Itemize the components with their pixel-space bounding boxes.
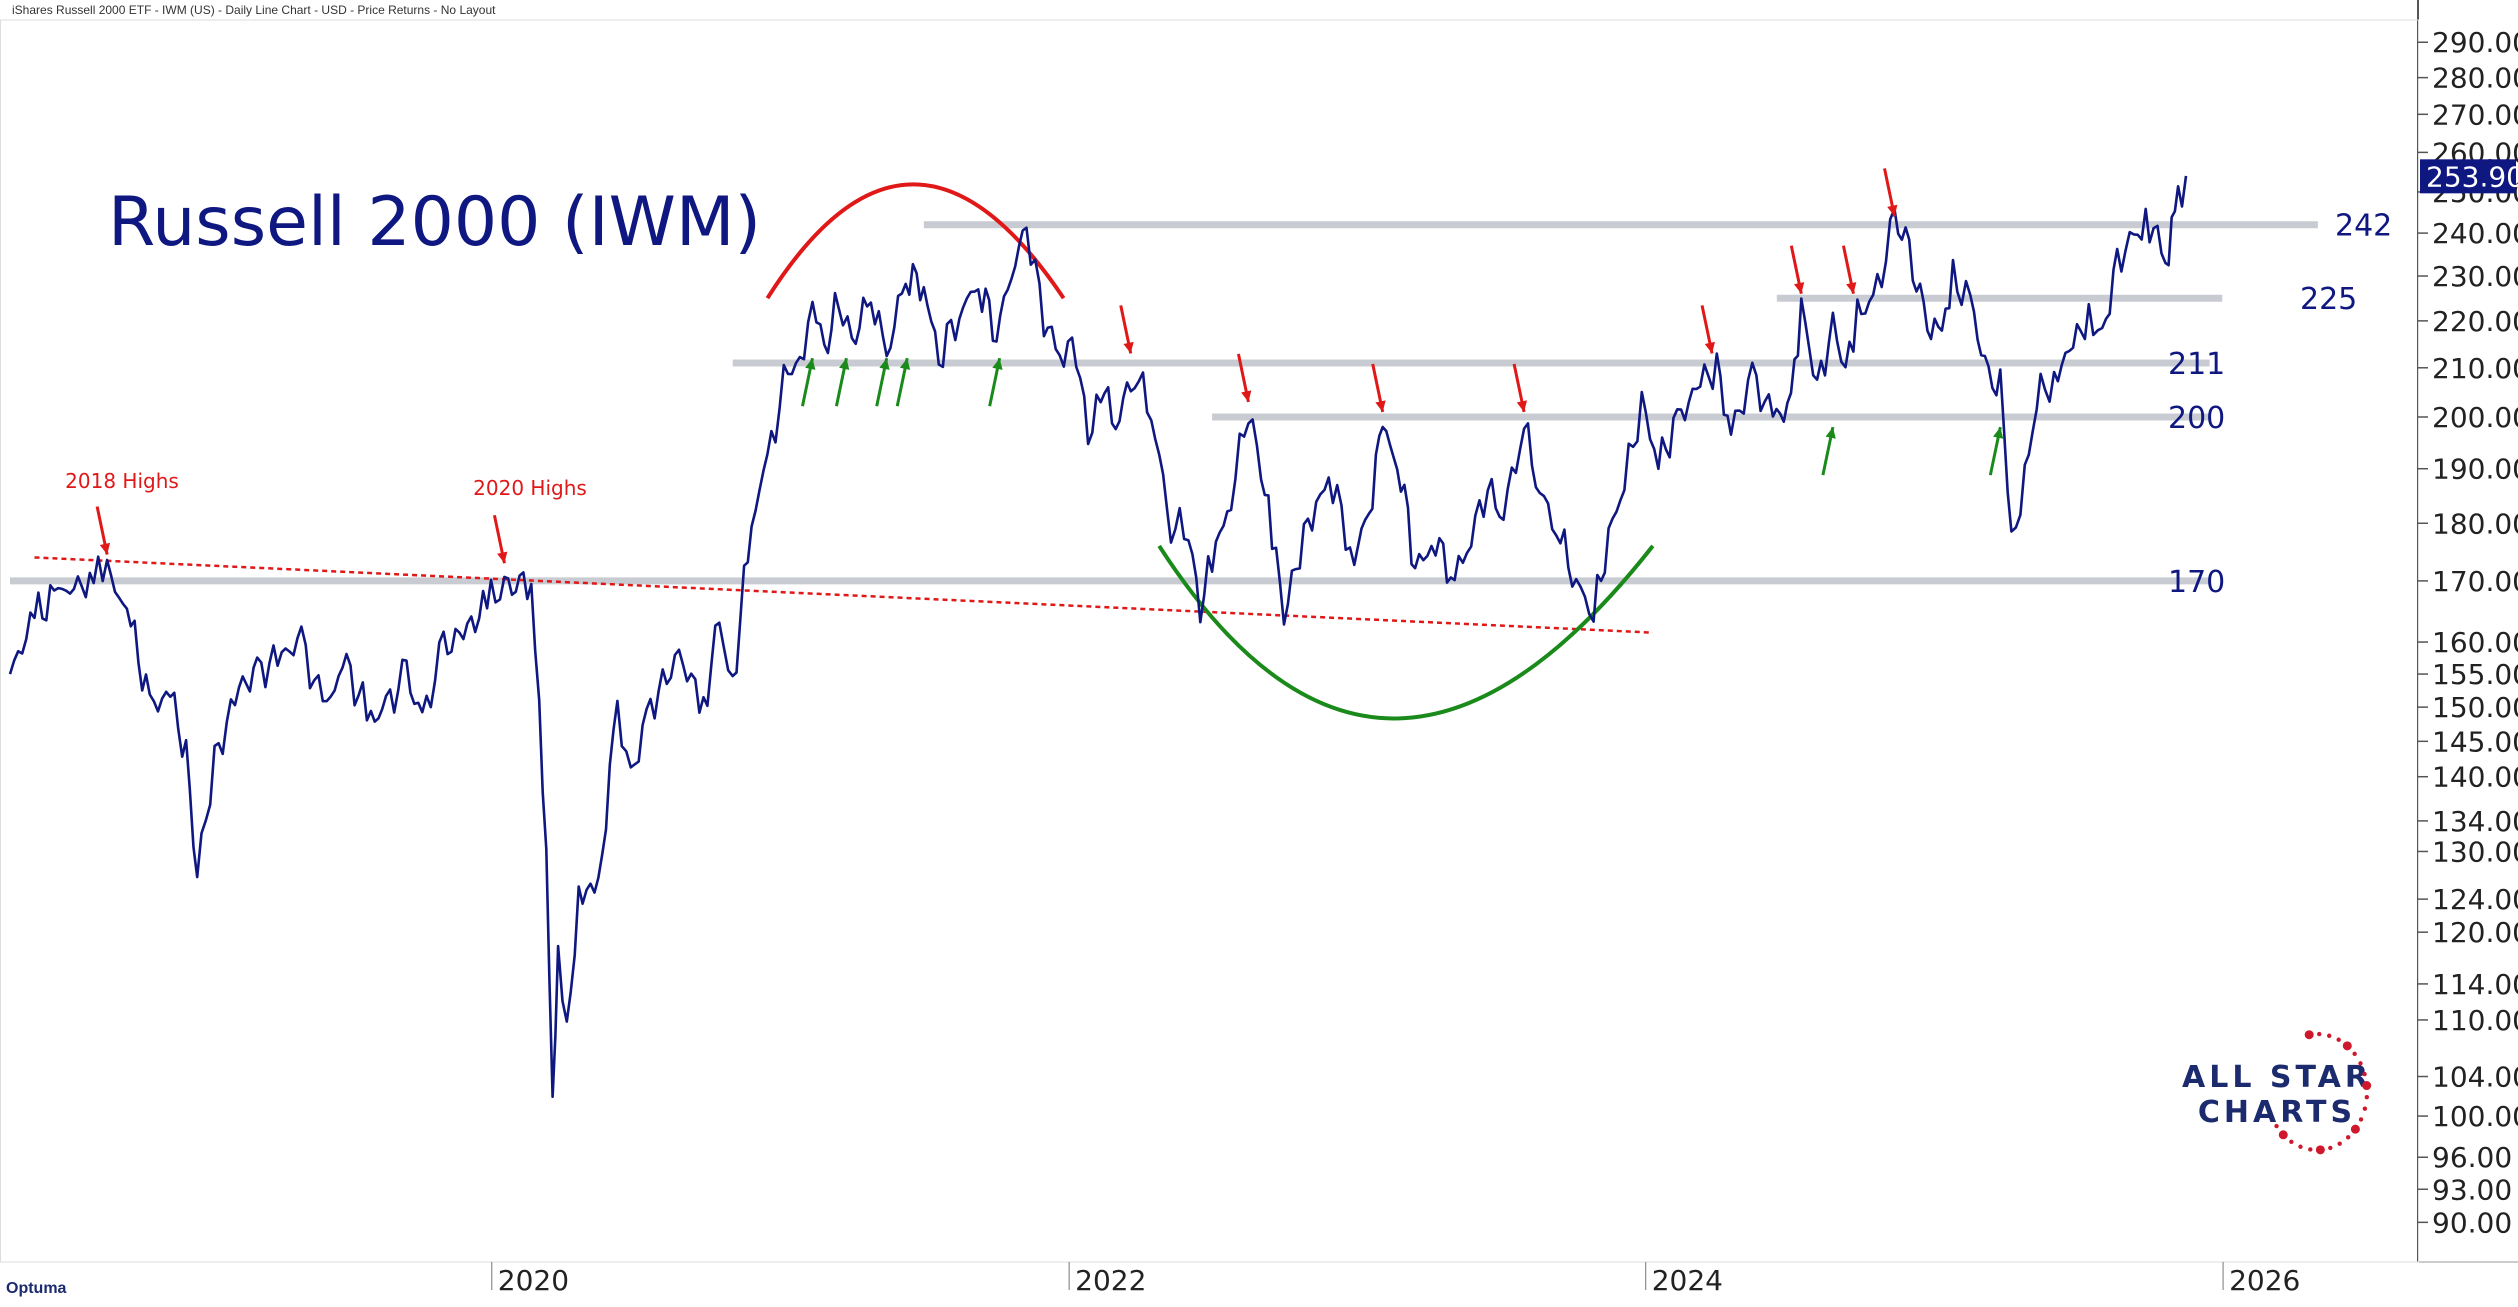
- y-tick-label: 93.00: [2432, 1173, 2512, 1206]
- y-tick-label: 134.00: [2432, 805, 2518, 838]
- x-tick-label: 2022: [1075, 1264, 1146, 1297]
- logo-star: [2328, 1145, 2333, 1151]
- green-arrow-head: [839, 358, 850, 370]
- logo-star: [2362, 1081, 2372, 1091]
- red-arrow-head: [1123, 341, 1134, 354]
- red-arrow-head: [1516, 400, 1527, 412]
- red-arrow-head: [99, 542, 111, 555]
- logo-star: [2345, 1135, 2351, 1140]
- y-tick-label: 280.00: [2432, 62, 2518, 95]
- annotation-2018-highs: 2018 Highs: [65, 469, 179, 493]
- logo-star: [2308, 1147, 2313, 1152]
- logo-star: [2289, 1139, 2294, 1144]
- svg-text:ALL STAR: ALL STAR: [2182, 1060, 2372, 1095]
- y-tick-label: 90.00: [2432, 1206, 2512, 1239]
- x-tick-label: 2024: [1652, 1264, 1723, 1297]
- red-arrow-head: [1704, 341, 1715, 354]
- green-arrow-head: [1825, 427, 1836, 439]
- base-arc: [1157, 544, 1655, 721]
- logo-star: [2362, 1071, 2367, 1077]
- y-tick-label: 124.00: [2432, 883, 2518, 916]
- chart-title: Russell 2000 (IWM): [108, 183, 761, 262]
- red-arrow-head: [1375, 400, 1386, 412]
- logo-star: [2358, 1061, 2363, 1066]
- red-arrow-head: [1846, 282, 1857, 294]
- green-arrow-head: [899, 358, 911, 370]
- y-tick-label: 200.00: [2432, 401, 2518, 434]
- price-series-line: [8, 175, 2188, 1099]
- logo-star: [2317, 1031, 2322, 1037]
- level-label-211: 211: [2168, 347, 2225, 382]
- green-arrow-head: [879, 358, 890, 370]
- y-tick-label: 210.00: [2432, 352, 2518, 385]
- falling-trendline: [34, 556, 1653, 634]
- svg-text:CHARTS: CHARTS: [2198, 1095, 2356, 1130]
- x-tick-label: 2020: [498, 1264, 569, 1297]
- y-tick-label: 160.00: [2432, 626, 2518, 659]
- last-price-badge: [2420, 159, 2516, 194]
- logo-star: [2315, 1145, 2325, 1155]
- level-label-170: 170: [2168, 565, 2225, 600]
- y-tick-label: 220.00: [2432, 305, 2518, 338]
- red-arrow-head: [1793, 282, 1805, 294]
- plot-frame: [0, 19, 2419, 1263]
- logo-star: [2352, 1051, 2357, 1057]
- y-tick-label: 155.00: [2432, 658, 2518, 691]
- red-arrow-head: [1887, 204, 1898, 217]
- y-tick-label: 180.00: [2432, 507, 2518, 540]
- all-star-charts-logo: ALL STAR CHARTS: [2182, 1030, 2372, 1155]
- y-tick-label: 100.00: [2432, 1100, 2518, 1133]
- y-tick-label: 270.00: [2432, 98, 2518, 131]
- optuma-brand: Optuma: [6, 1280, 67, 1297]
- level-label-200: 200: [2168, 401, 2225, 436]
- topping-arc: [765, 182, 1066, 300]
- y-tick-label: 190.00: [2432, 453, 2518, 486]
- y-tick-label: 150.00: [2432, 691, 2518, 724]
- last-price-label: 253.90: [2426, 160, 2518, 193]
- green-arrow-head: [805, 358, 816, 370]
- logo-star: [2304, 1030, 2314, 1040]
- y-tick-label: 170.00: [2432, 565, 2518, 598]
- annotation-2020-highs: 2020 Highs: [473, 476, 587, 500]
- y-tick-label: 140.00: [2432, 761, 2518, 794]
- y-tick-label: 130.00: [2432, 835, 2518, 868]
- green-arrow-head: [992, 358, 1003, 370]
- logo-star: [2337, 1141, 2342, 1146]
- y-tick-label: 120.00: [2432, 916, 2518, 949]
- logo-star: [2278, 1130, 2288, 1140]
- logo-star: [2336, 1037, 2341, 1042]
- logo-star: [2274, 1123, 2279, 1129]
- logo-star: [2342, 1041, 2352, 1051]
- red-arrow-head: [1241, 390, 1252, 402]
- logo-star: [2362, 1106, 2368, 1111]
- green-arrow-head: [1993, 427, 2004, 439]
- logo-star: [2358, 1117, 2364, 1122]
- y-tick-label: 96.00: [2432, 1141, 2512, 1174]
- level-label-242: 242: [2335, 209, 2392, 244]
- y-tick-label: 230.00: [2432, 260, 2518, 293]
- y-tick-label: 114.00: [2432, 968, 2518, 1001]
- logo-star: [2350, 1124, 2360, 1134]
- logo-star: [2364, 1094, 2369, 1100]
- logo-star: [2298, 1144, 2303, 1149]
- red-arrow-head: [497, 551, 508, 564]
- logo-star: [2327, 1033, 2332, 1038]
- y-tick-label: 104.00: [2432, 1061, 2518, 1094]
- level-label-225: 225: [2300, 282, 2357, 317]
- y-tick-label: 240.00: [2432, 217, 2518, 250]
- chart-header: iShares Russell 2000 ETF - IWM (US) - Da…: [12, 3, 496, 17]
- y-tick-label: 290.00: [2432, 26, 2518, 59]
- y-tick-label: 145.00: [2432, 725, 2518, 758]
- y-tick-label: 110.00: [2432, 1004, 2518, 1037]
- x-tick-label: 2026: [2229, 1264, 2300, 1297]
